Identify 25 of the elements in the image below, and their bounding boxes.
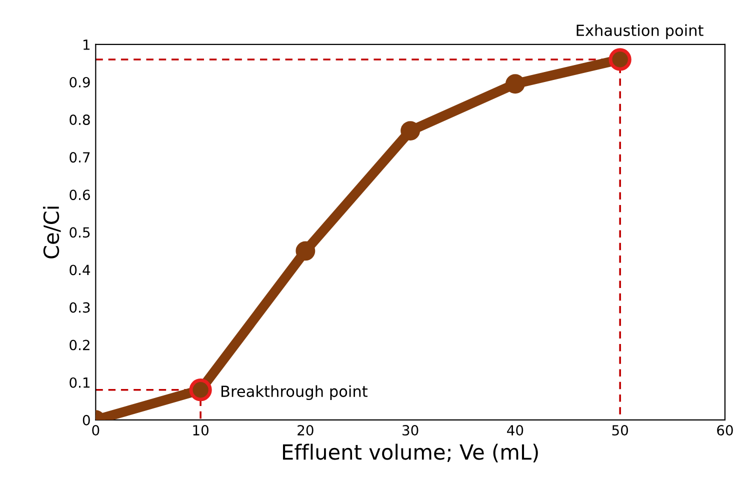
point <box>400 121 420 141</box>
y-tick-label: 0.9 <box>70 76 90 88</box>
y-tick-label: 0.6 <box>70 190 90 200</box>
y-tick-label: 0.4 <box>70 264 90 276</box>
y-tick-label: 0.3 <box>70 302 90 313</box>
annotation: Breakthrough point <box>222 385 368 400</box>
y-tick-label: 0.7 <box>70 152 90 163</box>
x-tick-label: 60 <box>717 425 733 436</box>
x-axis-title: Effluent volume; Ve (mL) <box>283 444 538 462</box>
y-tick-label: 0.8 <box>70 114 90 126</box>
y-axis-title: Ce/Ci <box>43 206 61 258</box>
x-tick-label: 20 <box>298 425 314 436</box>
y-tick-label: 0 <box>82 414 90 426</box>
y-tick-label: 1 <box>84 40 90 50</box>
point <box>296 241 316 261</box>
x-tick-label: 30 <box>402 425 418 436</box>
annotation: Exhaustion point <box>576 24 704 40</box>
x-tick-label: 10 <box>193 425 208 436</box>
y-tick-label: 0.5 <box>70 227 90 238</box>
y-tick-label: 0.1 <box>70 377 90 388</box>
x-tick-label: 50 <box>612 425 628 436</box>
x-tick-label: 0 <box>92 425 100 436</box>
y-tick-label: 0.2 <box>70 340 90 350</box>
x-tick-label: 40 <box>507 425 524 436</box>
point <box>505 74 525 94</box>
